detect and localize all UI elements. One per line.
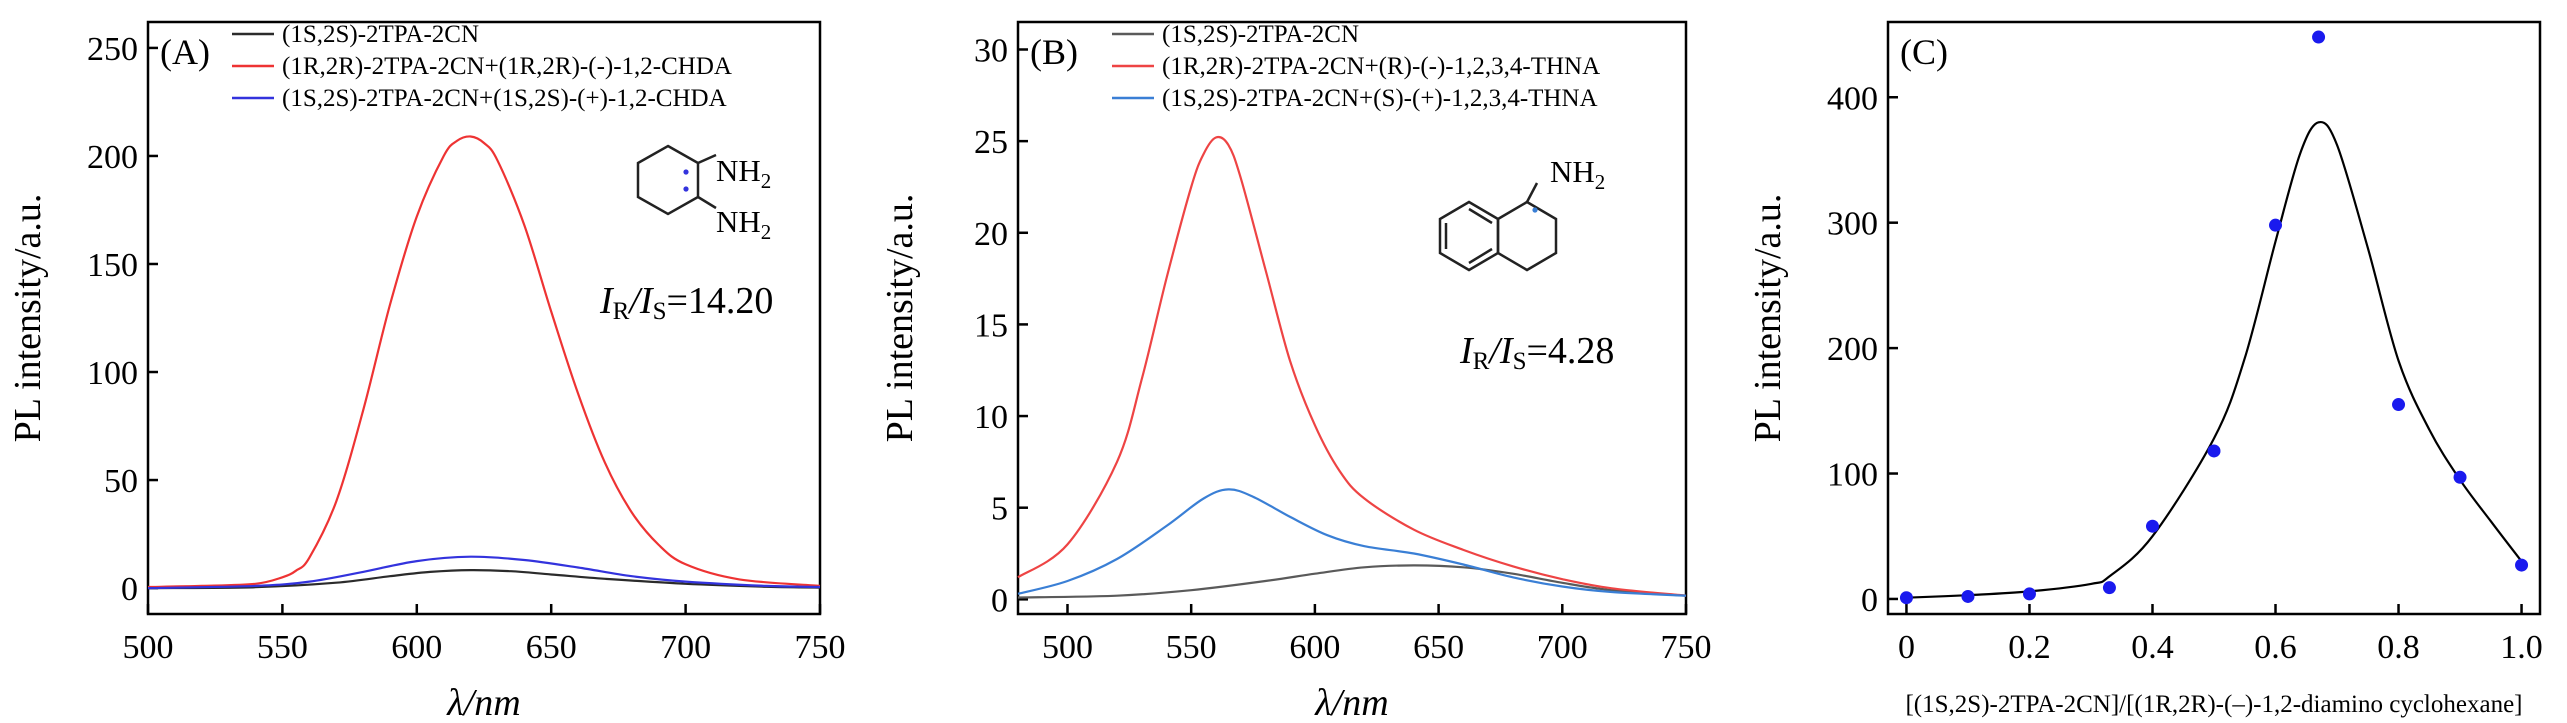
panel-c-data-point bbox=[2022, 587, 2036, 601]
panel-a-y-axis-label: PL intensity/a.u. bbox=[7, 194, 49, 443]
panel-c-y-tick-label: 200 bbox=[1827, 331, 1878, 368]
panel-b-x-tick-label: 700 bbox=[1537, 629, 1588, 666]
panel-c-y-axis-label: PL intensity/a.u. bbox=[1747, 194, 1789, 443]
panel-c-data-point bbox=[1899, 591, 1913, 605]
panel-c-x-tick-label: 0 bbox=[1898, 629, 1915, 666]
panel-c-x-tick-label: 0.6 bbox=[2254, 629, 2297, 666]
panel-b-y-tick-label: 30 bbox=[974, 32, 1008, 69]
panel-b-y-axis-label: PL intensity/a.u. bbox=[879, 194, 921, 443]
panel-b-legend-entry-3: (1S,2S)-2TPA-2CN+(S)-(+)-1,2,3,4-THNA bbox=[1162, 85, 1598, 112]
panel-b-series-line-1 bbox=[1017, 564, 1687, 599]
panel-b-x-tick-label: 500 bbox=[1042, 629, 1093, 666]
panel-a-ratio-annotation: IR/IS=14.20 bbox=[599, 280, 773, 325]
panel-a-series-line-1 bbox=[147, 568, 821, 590]
panel-c-label: (C) bbox=[1900, 32, 1948, 72]
panel-b-x-tick-label: 650 bbox=[1413, 629, 1464, 666]
panel-a-x-tick-label: 750 bbox=[795, 629, 846, 666]
svg-text:NH2: NH2 bbox=[716, 153, 771, 193]
panel-c-data-point bbox=[2269, 218, 2283, 232]
panel-a-y-tick-label: 200 bbox=[87, 139, 138, 176]
panel-c-data-point bbox=[2145, 519, 2159, 533]
panel-b-legend: (1S,2S)-2TPA-2CN (1R,2R)-2TPA-2CN+(R)-(-)… bbox=[1112, 21, 1600, 112]
panel-b-y-tick-label: 25 bbox=[974, 124, 1008, 161]
panel-c-x-tick-label: 0.4 bbox=[2131, 629, 2174, 666]
panel-b-x-axis-label: λ/nm bbox=[1314, 682, 1388, 723]
panel-c-y-tick-label: 0 bbox=[1861, 582, 1878, 619]
panel-b-chemical-structure: NH2 bbox=[1438, 154, 1605, 272]
panel-c-frame bbox=[1886, 20, 2542, 616]
panel-a-x-axis-label: λ/nm bbox=[446, 682, 520, 723]
panel-a-legend: (1S,2S)-2TPA-2CN (1R,2R)-2TPA-2CN+(1R,2R)… bbox=[232, 21, 732, 112]
panel-c-data-point bbox=[2102, 581, 2116, 595]
panel-b-chart: 500 550 600 650 700 750 0 5 10 15 20 25 30 (B) (1S,2… bbox=[879, 20, 1712, 723]
panel-c-data-point bbox=[1961, 589, 1975, 603]
panel-b-y-tick-label: 15 bbox=[974, 307, 1008, 344]
panel-b-series-line-2 bbox=[1017, 135, 1687, 597]
panel-b-x-tick-label: 600 bbox=[1289, 629, 1340, 666]
panel-b-y-tick-label: 5 bbox=[991, 491, 1008, 528]
panel-a-legend-entry-3: (1S,2S)-2TPA-2CN+(1S,2S)-(+)-1,2-CHDA bbox=[282, 85, 727, 112]
panel-a-x-tick-label: 600 bbox=[391, 629, 442, 666]
panel-a-y-tick-label: 50 bbox=[104, 463, 138, 500]
panel-c-x-axis-label: [(1S,2S)-2TPA-2CN]/[(1R,2R)-(–)-1,2-diam… bbox=[1905, 691, 2522, 718]
panel-a-series-line-3 bbox=[147, 555, 821, 590]
panel-c-fit-curve bbox=[1906, 120, 2523, 599]
panel-a-x-tick-label: 650 bbox=[526, 629, 577, 666]
panel-b-x-tick-label: 750 bbox=[1661, 629, 1712, 666]
panel-c-data-point bbox=[2312, 30, 2326, 44]
panel-c-data-point bbox=[2392, 398, 2406, 412]
panel-c-y-tick-label: 100 bbox=[1827, 457, 1878, 494]
panel-c-data-point bbox=[2207, 444, 2221, 458]
panel-b-frame bbox=[1016, 20, 1688, 616]
panel-b-legend-entry-1: (1S,2S)-2TPA-2CN bbox=[1162, 21, 1359, 48]
panel-a-series-line-2 bbox=[147, 135, 821, 589]
panel-a-legend-entry-2: (1R,2R)-2TPA-2CN+(1R,2R)-(-)-1,2-CHDA bbox=[282, 53, 732, 80]
panel-c-x-tick-label: 1.0 bbox=[2500, 629, 2543, 666]
panel-b-y-tick-label: 0 bbox=[991, 582, 1008, 619]
panel-a-frame bbox=[146, 20, 822, 616]
panel-a-chart: 500 550 600 650 700 750 0 50 100 150 200 250 (A) (1… bbox=[7, 20, 846, 723]
panel-c-data-point bbox=[2515, 558, 2529, 572]
panel-b-ratio-annotation: IR/IS=4.28 bbox=[1459, 330, 1614, 375]
panel-a-x-tick-label: 700 bbox=[660, 629, 711, 666]
panel-a-label: (A) bbox=[160, 32, 210, 72]
panel-c-x-tick-label: 0.2 bbox=[2008, 629, 2051, 666]
panel-b-y-tick-label: 20 bbox=[974, 216, 1008, 253]
panel-b-label: (B) bbox=[1030, 32, 1078, 72]
panel-c-chart: 0 0.2 0.4 0.6 0.8 1.0 0 100 200 300 400 (C) [(1S,2… bbox=[1747, 20, 2543, 718]
panel-a-y-tick-label: 150 bbox=[87, 247, 138, 284]
svg-text:NH2: NH2 bbox=[1550, 154, 1605, 194]
panel-a-chemical-structure: NH2 NH2 bbox=[636, 144, 771, 244]
panel-a-y-tick-label: 0 bbox=[121, 571, 138, 608]
panel-b-legend-entry-2: (1R,2R)-2TPA-2CN+(R)-(-)-1,2,3,4-THNA bbox=[1162, 53, 1600, 80]
panel-b-y-tick-label: 10 bbox=[974, 399, 1008, 436]
panel-a-y-tick-label: 100 bbox=[87, 355, 138, 392]
panel-c-y-tick-label: 300 bbox=[1827, 206, 1878, 243]
panel-a-y-tick-label: 250 bbox=[87, 31, 138, 68]
panel-c-y-tick-label: 400 bbox=[1827, 80, 1878, 117]
panel-a-legend-entry-1: (1S,2S)-2TPA-2CN bbox=[282, 21, 479, 48]
panel-a-x-tick-label: 550 bbox=[257, 629, 308, 666]
panel-b-series-line-3 bbox=[1017, 488, 1687, 597]
panel-b-x-tick-label: 550 bbox=[1166, 629, 1217, 666]
panel-c-x-tick-label: 0.8 bbox=[2377, 629, 2420, 666]
svg-text:NH2: NH2 bbox=[716, 204, 771, 244]
panel-a-x-tick-label: 500 bbox=[123, 629, 174, 666]
panel-c-data-point bbox=[2453, 470, 2467, 484]
